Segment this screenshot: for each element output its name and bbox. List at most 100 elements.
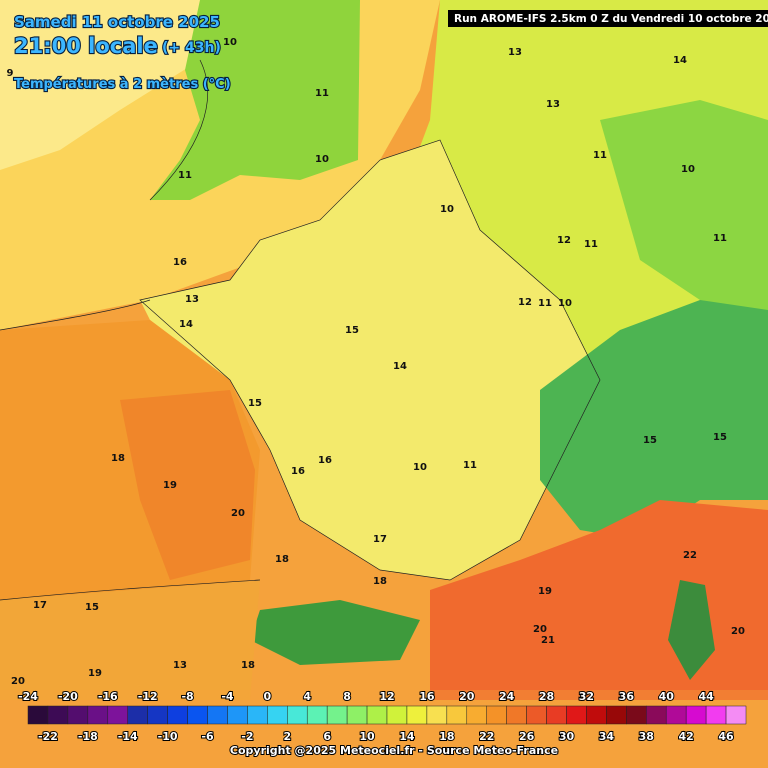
colorbar-label: 44 [698, 690, 714, 703]
contour-label: 13 [546, 99, 560, 110]
contour-label: 16 [291, 466, 305, 477]
contour-label: 18 [275, 554, 289, 565]
colorbar-label: 28 [539, 690, 554, 703]
alps [540, 300, 768, 540]
contour-label: 17 [373, 534, 387, 545]
contour-label: 11 [538, 298, 552, 309]
colorbar-label: 6 [323, 730, 331, 743]
colorbar-label: -24 [18, 690, 38, 703]
contour-label: 15 [713, 432, 727, 443]
contour-label: 16 [318, 455, 332, 466]
colorbar-label: 40 [659, 690, 675, 703]
colorbar-label: 14 [399, 730, 415, 743]
spain [0, 580, 260, 700]
colorbar-label: 30 [559, 730, 575, 743]
contour-label: 10 [315, 154, 329, 165]
color-step [306, 705, 328, 725]
contour-label: 14 [179, 319, 193, 330]
colorbar-label: 34 [599, 730, 615, 743]
contour-label: 11 [463, 460, 477, 471]
contour-label: 20 [231, 508, 245, 519]
contour-label: 10 [681, 164, 695, 175]
colorbar-label: 22 [479, 730, 494, 743]
contour-label: 13 [185, 294, 199, 305]
contour-label: 15 [643, 435, 657, 446]
color-step [705, 705, 727, 725]
color-step [665, 705, 687, 725]
time: 21:00 locale [14, 34, 158, 58]
colorbar-label: -12 [138, 690, 158, 703]
colorbar: -24 -20 -16 -12 -8 -4 0 4 8 12 16 20 24 28 32 36 40 44-22… [17, 689, 747, 744]
contour-label: 19 [538, 586, 552, 597]
atlantic-warm [120, 390, 255, 580]
contour-label: 11 [178, 170, 192, 181]
isotherm [0, 59, 261, 601]
color-step [267, 705, 288, 725]
contour-label: 12 [557, 235, 571, 246]
color-step [127, 705, 148, 725]
color-step [167, 705, 188, 725]
copyright: Copyright @2025 Meteociel.fr - Source Me… [230, 744, 558, 757]
colorbar-label: 0 [264, 690, 272, 703]
contour-label: 19 [88, 668, 102, 679]
color-step [406, 705, 428, 725]
contour-label: 19 [163, 480, 177, 491]
contour-label: 13 [508, 47, 522, 58]
contour-label: 16 [173, 257, 187, 268]
color-step [47, 705, 69, 725]
contour-labels: 1613141515181920161617181819202122201010… [7, 37, 745, 687]
germany-green [600, 100, 768, 330]
date: Samedi 11 octobre 2025 [14, 13, 220, 31]
color-step [247, 705, 268, 725]
color-step [526, 705, 547, 725]
colorbar-label: -18 [78, 730, 98, 743]
color-step [326, 705, 348, 725]
contour-label: 22 [683, 550, 697, 561]
color-step [207, 705, 228, 725]
color-step [187, 705, 208, 725]
colorbar-label: -6 [201, 730, 214, 743]
color-step [446, 705, 468, 725]
contour-label: 13 [173, 660, 187, 671]
colorbar-label: 12 [379, 690, 394, 703]
contour-label: 15 [85, 602, 99, 613]
color-step [227, 705, 248, 725]
color-step [466, 705, 487, 725]
colorbar-label: -10 [158, 730, 178, 743]
color-step [426, 705, 448, 725]
color-step [366, 705, 388, 725]
contour-label: 18 [241, 660, 255, 671]
color-step [506, 705, 527, 725]
contour-label: 14 [673, 55, 687, 66]
contour-label: 12 [518, 297, 532, 308]
contour-label: 20 [533, 624, 547, 635]
colorbar-label: 32 [579, 690, 594, 703]
colorbar-label: -22 [38, 730, 58, 743]
color-step [646, 705, 667, 725]
colorbar-label: 46 [718, 730, 734, 743]
contour-label: 21 [541, 635, 555, 646]
color-step [287, 705, 308, 725]
colorbar-label: 20 [459, 690, 475, 703]
colorbar-label: 2 [283, 730, 291, 743]
contour-label: 15 [248, 398, 262, 409]
corsica [668, 580, 715, 680]
color-step [386, 705, 408, 725]
contour-label: 20 [731, 626, 745, 637]
color-step [586, 705, 607, 725]
colorbar-label: 18 [439, 730, 454, 743]
colorbar-label: -2 [241, 730, 253, 743]
pyrenees [250, 600, 420, 665]
colorbar-label: -8 [181, 690, 193, 703]
color-step [725, 705, 747, 725]
england [150, 0, 360, 200]
color-step [27, 705, 49, 725]
contour-label: 14 [393, 361, 407, 372]
color-step [147, 705, 168, 725]
colorbar-label: 38 [639, 730, 654, 743]
legend-bg [0, 690, 768, 768]
color-step [346, 705, 368, 725]
colorbar-label: -16 [98, 690, 118, 703]
